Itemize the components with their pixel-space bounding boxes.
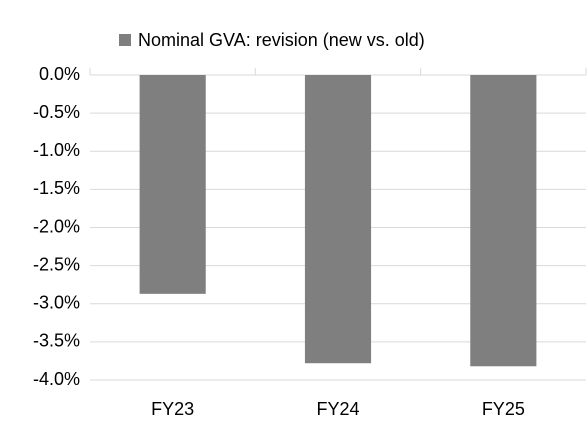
y-tick-label: -2.5% [33,254,80,274]
legend-label: Nominal GVA: revision (new vs. old) [138,30,425,50]
y-tick-label: -1.0% [33,140,80,160]
bar [304,75,372,364]
y-tick-label: -3.0% [33,293,80,313]
y-tick-label: -2.0% [33,216,80,236]
bar [470,75,537,367]
x-tick-label: FY25 [482,399,525,419]
y-tick-label: -1.5% [33,178,80,198]
legend-swatch [119,34,131,46]
y-tick-label: -3.5% [33,331,80,351]
y-tick-label: 0.0% [39,64,80,84]
x-tick-label: FY24 [316,399,359,419]
y-tick-label: -4.0% [33,369,80,389]
x-tick-label: FY23 [151,399,194,419]
y-tick-label: -0.5% [33,102,80,122]
bar [139,75,206,294]
